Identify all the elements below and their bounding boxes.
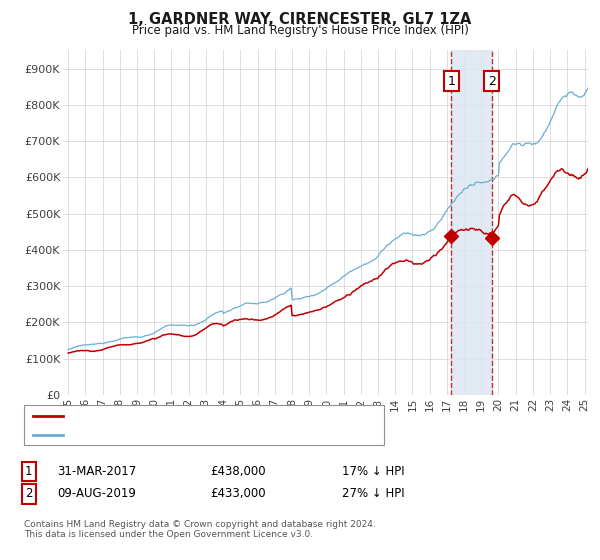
Text: 1: 1 — [447, 75, 455, 88]
Text: 1: 1 — [25, 465, 32, 478]
Text: 31-MAR-2017: 31-MAR-2017 — [57, 465, 136, 478]
Text: 1, GARDNER WAY, CIRENCESTER, GL7 1ZA: 1, GARDNER WAY, CIRENCESTER, GL7 1ZA — [128, 12, 472, 27]
Text: Contains HM Land Registry data © Crown copyright and database right 2024.
This d: Contains HM Land Registry data © Crown c… — [24, 520, 376, 539]
Bar — [451, 50, 491, 395]
Text: 2: 2 — [488, 75, 496, 88]
Text: 1, GARDNER WAY, CIRENCESTER, GL7 1ZA (detached house): 1, GARDNER WAY, CIRENCESTER, GL7 1ZA (de… — [69, 411, 385, 421]
Text: 27% ↓ HPI: 27% ↓ HPI — [342, 487, 404, 501]
Text: £433,000: £433,000 — [210, 487, 266, 501]
Text: 17% ↓ HPI: 17% ↓ HPI — [342, 465, 404, 478]
Text: Price paid vs. HM Land Registry's House Price Index (HPI): Price paid vs. HM Land Registry's House … — [131, 24, 469, 36]
Text: £438,000: £438,000 — [210, 465, 266, 478]
Text: 09-AUG-2019: 09-AUG-2019 — [57, 487, 136, 501]
Text: HPI: Average price, detached house, Cotswold: HPI: Average price, detached house, Cots… — [69, 430, 310, 440]
Text: 2: 2 — [25, 487, 32, 501]
